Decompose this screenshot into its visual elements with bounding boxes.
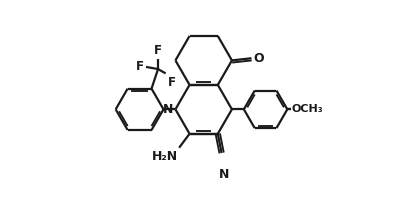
Text: OCH₃: OCH₃ [292, 104, 323, 114]
Text: F: F [168, 76, 176, 89]
Text: O: O [253, 52, 264, 65]
Text: N: N [163, 103, 174, 116]
Text: F: F [136, 60, 144, 73]
Text: F: F [154, 44, 162, 57]
Text: N: N [219, 168, 229, 181]
Text: H₂N: H₂N [152, 150, 178, 163]
